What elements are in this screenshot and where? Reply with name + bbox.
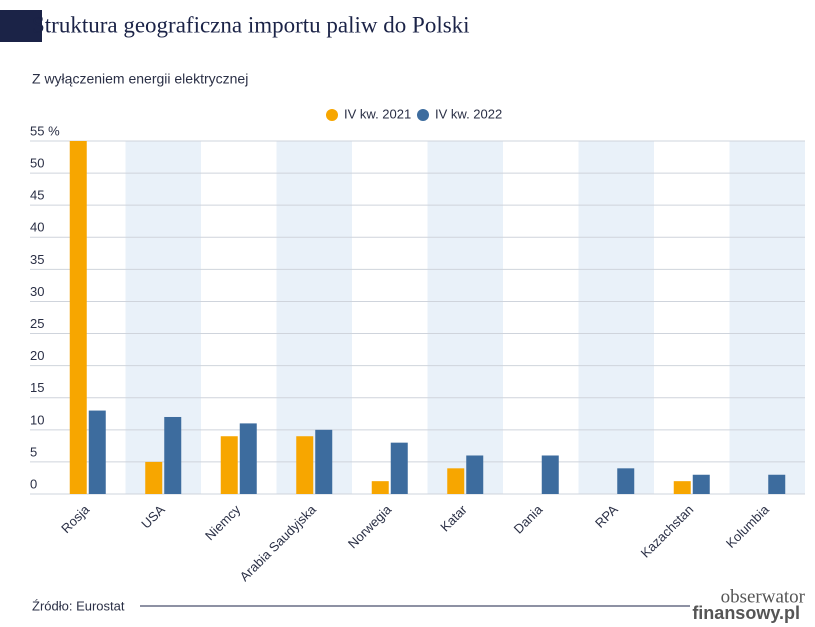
x-tick-label: Kolumbia — [723, 501, 772, 550]
band-shade — [276, 141, 352, 494]
y-tick-label: 10 — [30, 412, 44, 427]
legend-swatch — [326, 109, 338, 121]
x-tick-label: Rosja — [58, 501, 93, 536]
y-tick-label: 5 — [30, 444, 37, 459]
x-tick-label: USA — [138, 502, 168, 532]
chart-title: Struktura geograficzna importu paliw do … — [32, 12, 470, 37]
x-tick-label: Katar — [437, 501, 470, 534]
x-tick-label: Norwegia — [345, 501, 395, 551]
y-tick-label: 30 — [30, 284, 44, 299]
bar — [447, 468, 465, 494]
y-tick-label: 40 — [30, 220, 44, 235]
bar — [69, 141, 87, 494]
bar — [768, 474, 786, 494]
bar — [239, 423, 257, 494]
logo-top: obserwator — [721, 586, 806, 607]
band-shade — [729, 141, 805, 494]
band-shade — [427, 141, 503, 494]
bar — [466, 455, 484, 494]
y-tick-label: 15 — [30, 380, 44, 395]
bar — [220, 436, 238, 494]
x-tick-label: Niemcy — [202, 502, 244, 544]
x-tick-label: Kazachstan — [638, 502, 697, 561]
bar — [88, 410, 106, 494]
bar — [692, 474, 710, 494]
x-tick-label: Arabia Saudyjska — [237, 501, 320, 584]
bar — [145, 461, 163, 494]
bar — [296, 436, 314, 494]
bar — [617, 468, 635, 494]
x-tick-label: RPA — [592, 502, 621, 531]
legend-label: IV kw. 2022 — [435, 106, 502, 121]
bar — [164, 416, 182, 494]
y-tick-label: 50 — [30, 156, 44, 171]
y-tick-label: 35 — [30, 252, 44, 267]
logo-bottom: finansowy.pl — [692, 603, 800, 623]
y-tick-label: 20 — [30, 348, 44, 363]
chart-subtitle: Z wyłączeniem energii elektrycznej — [32, 71, 248, 87]
y-tick-label: 45 — [30, 188, 44, 203]
bar — [371, 481, 389, 494]
band-shade — [578, 141, 654, 494]
y-tick-label: 55 % — [30, 123, 60, 138]
legend-swatch — [417, 109, 429, 121]
band-shade — [125, 141, 201, 494]
bar — [541, 455, 559, 494]
bar — [315, 429, 333, 494]
y-tick-label: 25 — [30, 316, 44, 331]
y-tick-label: 0 — [30, 476, 37, 491]
bar — [673, 481, 691, 494]
legend-label: IV kw. 2021 — [344, 106, 411, 121]
source: Źródło: Eurostat — [32, 598, 125, 613]
bar — [390, 442, 408, 494]
title-block — [0, 10, 42, 42]
x-tick-label: Dania — [511, 501, 546, 536]
